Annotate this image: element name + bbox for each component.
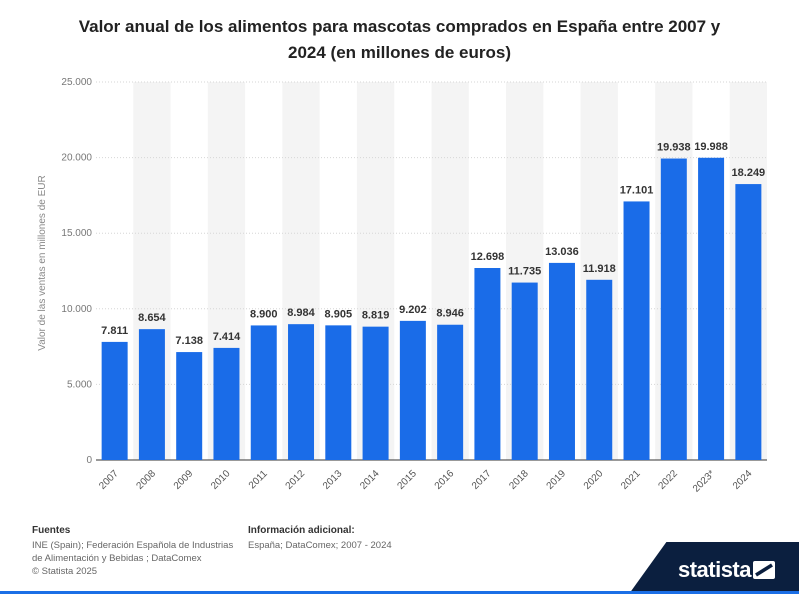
x-tick-label: 2007: [97, 468, 121, 492]
chart-title-line-1: Valor anual de los alimentos para mascot…: [78, 17, 721, 36]
x-tick-label: 2011: [247, 468, 270, 491]
data-label: 17.101: [620, 184, 654, 196]
x-tick-label: 2021: [619, 468, 643, 492]
data-label: 7.811: [101, 325, 128, 337]
statista-logo[interactable]: statista: [677, 557, 752, 582]
bar: [474, 268, 501, 460]
x-tick-label: 2020: [582, 468, 606, 492]
data-label: 8.819: [362, 310, 390, 322]
data-label: 7.138: [175, 335, 203, 347]
x-tick-label: 2014: [358, 468, 382, 492]
data-label: 13.036: [545, 246, 579, 258]
data-label: 19.988: [694, 141, 728, 153]
bar: [250, 325, 277, 460]
x-tick-label: 2010: [209, 468, 233, 492]
x-tick-label: 2015: [395, 468, 419, 492]
data-label: 8.984: [287, 307, 315, 319]
y-tick-label: 20.000: [61, 153, 92, 164]
y-tick-label: 15.000: [61, 228, 92, 239]
x-tick-label: 2022: [656, 468, 680, 492]
data-label: 12.698: [471, 251, 505, 263]
x-tick-label: 2012: [284, 468, 308, 492]
y-axis-title: Valor de las ventas en millones de EUR: [37, 175, 48, 350]
x-tick-label: 2018: [507, 468, 531, 492]
bar: [288, 324, 315, 460]
bar: [511, 282, 538, 460]
bar: [660, 158, 687, 460]
bar: [213, 347, 240, 460]
y-tick-label: 10.000: [61, 304, 92, 315]
bar: [138, 329, 165, 460]
additional-info-block: Información adicional: España; DataComex…: [248, 524, 392, 552]
additional-info-text: España; DataComex; 2007 - 2024: [248, 540, 392, 551]
data-label: 8.905: [325, 308, 353, 320]
bar: [548, 262, 575, 460]
data-label: 19.938: [657, 142, 691, 154]
bar: [399, 320, 426, 460]
bar: [176, 352, 203, 460]
x-tick-label: 2024: [731, 468, 755, 492]
sources-heading: Fuentes: [32, 525, 71, 536]
x-tick-label: 2017: [470, 468, 494, 492]
x-tick-label: 2009: [172, 468, 196, 492]
chart-title: Valor anual de los alimentos para mascot…: [40, 14, 759, 66]
bar: [437, 324, 464, 460]
chart-title-line-2: 2024 (en millones de euros): [288, 43, 511, 62]
data-label: 11.735: [508, 266, 541, 278]
bar: [586, 279, 613, 460]
sources-block: Fuentes INE (Spain); Federación Española…: [32, 524, 233, 578]
additional-info-heading: Información adicional:: [248, 525, 355, 536]
data-label: 18.249: [732, 167, 766, 179]
x-tick-label: 2008: [135, 468, 159, 492]
data-label: 8.946: [436, 308, 464, 320]
bar: [325, 325, 352, 460]
x-tick-label: 2016: [433, 468, 457, 492]
bar: [735, 184, 762, 460]
y-tick-label: 5.000: [67, 379, 92, 390]
data-label: 8.900: [250, 308, 278, 320]
bar: [101, 341, 128, 460]
data-label: 9.202: [399, 304, 427, 316]
x-tick-label: 2013: [321, 468, 345, 492]
y-tick-label: 0: [86, 455, 92, 466]
bar-chart: 0 5.000 10.000 15.000 20.000 25.000 Valor de l…: [37, 77, 767, 495]
bottom-accent-line: [0, 591, 799, 594]
statista-logo-icon: [753, 561, 775, 579]
data-label: 8.654: [138, 312, 166, 324]
copyright: © Statista 2025: [32, 566, 98, 577]
x-tick-label: 2019: [545, 468, 569, 492]
sources-line-2: de Alimentación y Bebidas ; DataComex: [32, 553, 202, 564]
bar: [623, 201, 650, 461]
data-label: 11.918: [583, 263, 616, 275]
sources-line-1: INE (Spain); Federación Española de Indu…: [32, 540, 234, 551]
bar: [362, 326, 389, 460]
data-label: 7.414: [213, 331, 241, 343]
x-tick-label: 2023*: [691, 468, 717, 494]
y-tick-label: 25.000: [61, 77, 92, 88]
bar: [698, 157, 725, 460]
